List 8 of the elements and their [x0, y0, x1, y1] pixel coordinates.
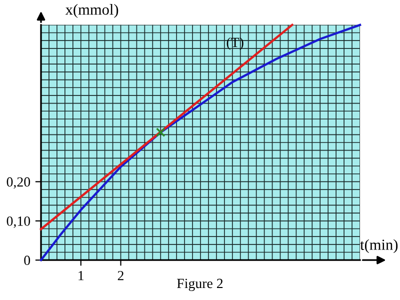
y-axis-title: x(mmol) [65, 4, 118, 18]
x-axis-title: t(min) [360, 239, 398, 254]
x-tick-label: 1 [78, 270, 84, 280]
y-tick-label: 0,20 [6, 177, 30, 189]
y-tick-label: 0,10 [6, 216, 30, 228]
x-tick-label: 2 [118, 270, 124, 280]
caption: Figure 2 [177, 278, 223, 291]
y-tick-label: 0 [24, 256, 30, 266]
